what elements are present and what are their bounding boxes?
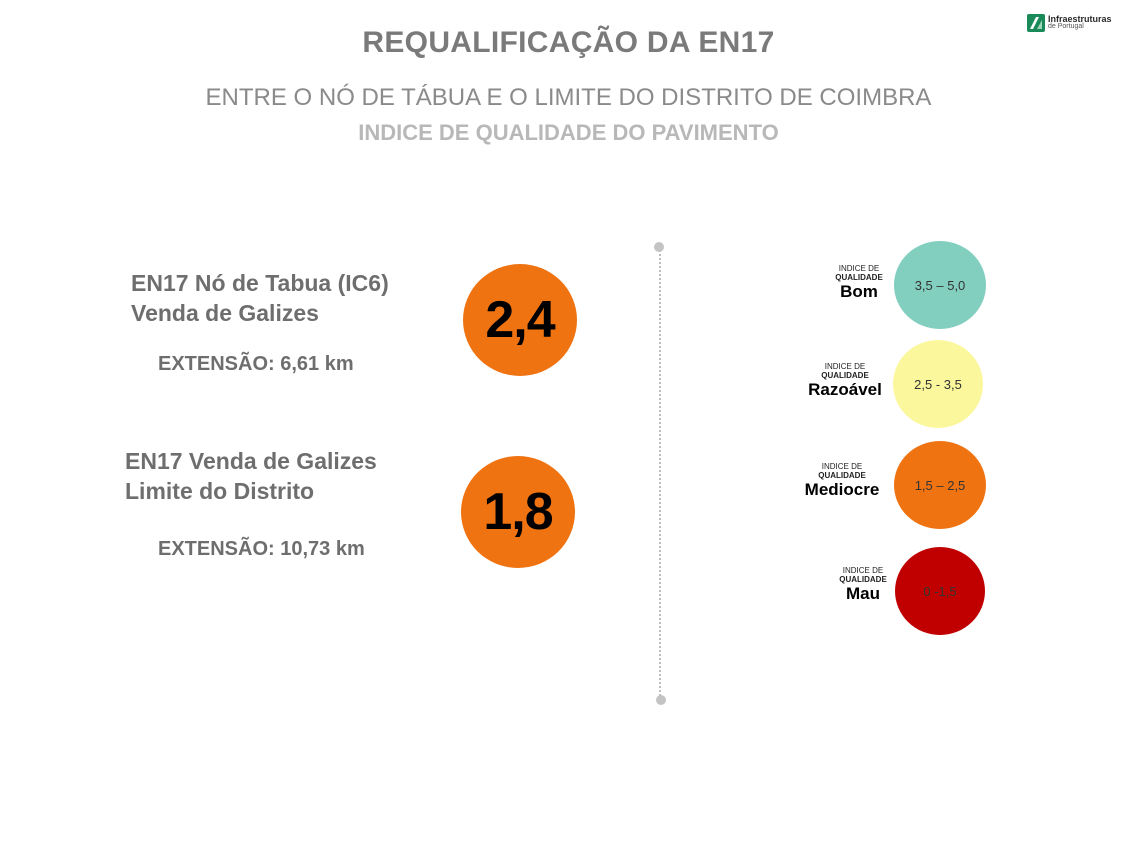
- legend-razoavel-small2: QUALIDADE: [798, 371, 892, 380]
- logo-icon: [1027, 14, 1045, 32]
- legend-mau-label: INDICE DE QUALIDADE Mau: [832, 566, 894, 603]
- section-1-value: 2,4: [485, 290, 554, 350]
- section-2-name-line2: Limite do Distrito: [125, 476, 377, 506]
- legend-bom-range: 3,5 – 5,0: [915, 278, 966, 293]
- page-title: REQUALIFICAÇÃO DA EN17: [0, 26, 1137, 60]
- legend-razoavel-circle: 2,5 - 3,5: [893, 340, 983, 428]
- section-2-extension: EXTENSÃO: 10,73 km: [158, 538, 365, 561]
- legend-mau-range: 0 -1,5: [923, 584, 956, 599]
- legend-mediocre-small1: INDICE DE: [796, 462, 888, 471]
- legend-mau-small2: QUALIDADE: [832, 575, 894, 584]
- legend-mediocre-small2: QUALIDADE: [796, 471, 888, 480]
- legend-bom-label: INDICE DE QUALIDADE Bom: [830, 264, 888, 301]
- legend-mediocre-name: Mediocre: [796, 480, 888, 499]
- section-2-value-circle: 1,8: [461, 456, 575, 568]
- legend-razoavel-small1: INDICE DE: [798, 362, 892, 371]
- legend-mau-circle: 0 -1,5: [895, 547, 985, 635]
- vertical-divider: [659, 246, 661, 700]
- section-1-extension: EXTENSÃO: 6,61 km: [158, 353, 354, 376]
- legend-mediocre-range: 1,5 – 2,5: [915, 478, 966, 493]
- legend-razoavel-label: INDICE DE QUALIDADE Razoável: [798, 362, 892, 399]
- section-2-name-line1: EN17 Venda de Galizes: [125, 446, 377, 476]
- section-2-value: 1,8: [483, 482, 552, 542]
- legend-mau-small1: INDICE DE: [832, 566, 894, 575]
- logo-text-line2: de Portugal: [1048, 23, 1112, 31]
- legend-bom-small1: INDICE DE: [830, 264, 888, 273]
- divider-bottom-dot: [656, 695, 666, 705]
- page-subtitle: ENTRE O NÓ DE TÁBUA E O LIMITE DO DISTRI…: [0, 84, 1137, 112]
- section-1-name-line1: EN17 Nó de Tabua (IC6): [131, 268, 389, 298]
- section-1-name-line2: Venda de Galizes: [131, 298, 389, 328]
- legend-bom-circle: 3,5 – 5,0: [894, 241, 986, 329]
- section-1-name: EN17 Nó de Tabua (IC6) Venda de Galizes: [131, 268, 389, 328]
- legend-bom-name: Bom: [830, 282, 888, 301]
- legend-mediocre-circle: 1,5 – 2,5: [894, 441, 986, 529]
- legend-razoavel-range: 2,5 - 3,5: [914, 377, 962, 392]
- legend-mau-name: Mau: [832, 584, 894, 603]
- divider-top-dot: [654, 242, 664, 252]
- section-1-value-circle: 2,4: [463, 264, 577, 376]
- company-logo: Infraestruturas de Portugal: [1027, 12, 1117, 34]
- section-2-name: EN17 Venda de Galizes Limite do Distrito: [125, 446, 377, 506]
- legend-razoavel-name: Razoável: [798, 380, 892, 399]
- legend-bom-small2: QUALIDADE: [830, 273, 888, 282]
- legend-mediocre-label: INDICE DE QUALIDADE Mediocre: [796, 462, 888, 499]
- page-subtitle-secondary: INDICE DE QUALIDADE DO PAVIMENTO: [0, 120, 1137, 146]
- logo-text-line1: Infraestruturas: [1048, 15, 1112, 23]
